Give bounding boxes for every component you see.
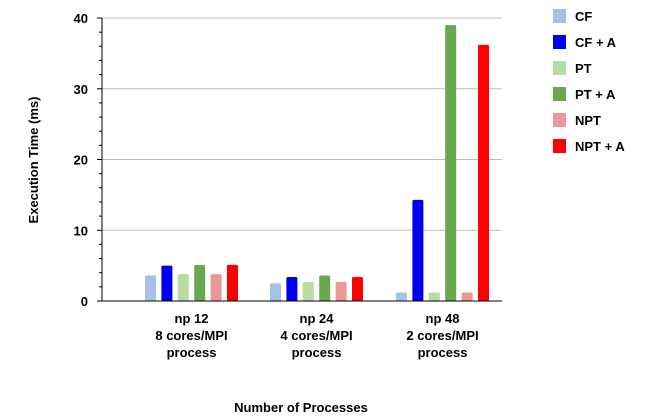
bar [145,275,156,301]
legend-swatch [553,139,566,153]
bar [210,274,222,301]
bar [478,44,489,301]
y-tick-label: 0 [81,294,88,309]
legend-swatch [553,87,566,101]
bar [445,25,457,301]
x-tick-labels: np 12 8 cores/MPI process np 24 4 cores/MPI p… [155,311,478,360]
x-tick-label: np 24 [300,311,335,326]
legend-swatch [553,113,566,127]
y-tick-label: 10 [74,223,88,238]
bar [286,276,298,301]
bars [145,25,489,301]
x-tick-label: np 48 [426,311,460,326]
y-axis-label: Execution Time (ms) [26,97,41,224]
legend-label: PT + A [575,87,616,102]
gridlines [102,17,502,231]
bar [461,292,473,301]
legend-label: CF + A [575,35,617,50]
bar [319,275,331,301]
x-tick-label: process [292,345,342,360]
bar [412,199,424,301]
y-tick-labels: 0 10 20 30 40 [74,11,88,309]
bar [335,281,347,301]
x-tick-label: np 12 [175,311,209,326]
x-tick-label: 8 cores/MPI [155,328,227,343]
x-tick-label: process [418,345,468,360]
bar [194,264,206,301]
x-tick-label: process [167,345,217,360]
y-tick-label: 30 [74,82,88,97]
legend-label: NPT [575,113,601,128]
bar [302,281,314,301]
bar [161,265,173,301]
y-tick-label: 40 [74,11,88,26]
legend-swatch [553,35,566,49]
legend-swatch [553,9,566,23]
bar [352,276,363,301]
bar [396,292,407,301]
x-tick-label: 2 cores/MPI [406,328,478,343]
bar [177,274,189,301]
axes [97,17,502,302]
x-tick-label: 4 cores/MPI [280,328,352,343]
x-axis-label: Number of Processes [234,400,368,415]
bar [428,292,440,301]
legend-label: PT [575,61,592,76]
bar [270,283,281,301]
legend-label: CF [575,9,592,24]
legend-label: NPT + A [575,139,625,154]
bar [227,264,238,301]
legend-swatch [553,61,566,75]
legend: CF CF + A PT PT + A NPT NPT + A [553,9,625,154]
y-tick-label: 20 [74,153,88,168]
